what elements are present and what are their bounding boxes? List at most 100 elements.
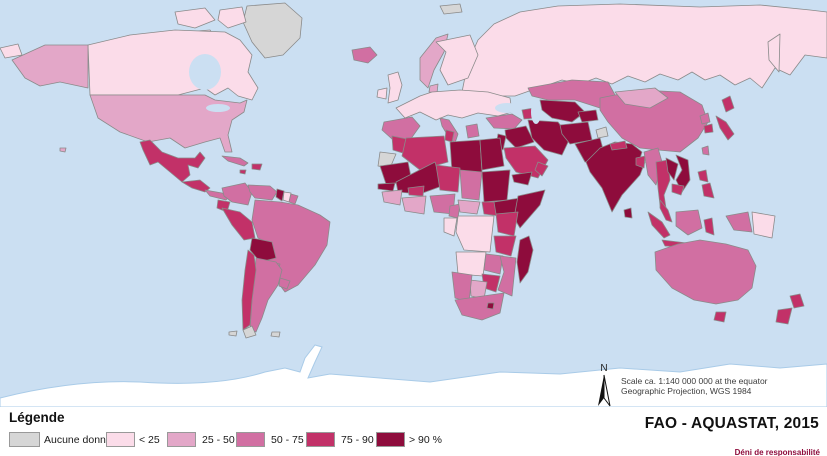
region-venezuela [248, 185, 277, 200]
region-uganda-kenya [496, 212, 518, 236]
legend-swatch-75-90 [306, 432, 335, 447]
region-uruguay [279, 278, 290, 289]
region-hispaniola [252, 164, 262, 170]
region-arctic-island [218, 7, 246, 28]
land-group [0, 3, 827, 338]
region-kamchatka [768, 34, 780, 72]
legend-title: Légende [9, 410, 65, 425]
region-alaska [12, 45, 88, 88]
region-kashmir [596, 127, 608, 138]
region-guinea [382, 190, 402, 205]
region-madagascar [517, 236, 533, 283]
region-russia [462, 4, 827, 96]
region-philippines-south [702, 183, 714, 198]
black-sea [495, 103, 519, 113]
scale-box: N Scale ca. 1:140 000 000 at the equator… [593, 364, 768, 413]
region-sulawesi [704, 218, 714, 235]
scale-note: Scale ca. 1:140 000 000 at the equator G… [621, 376, 768, 396]
region-chukotka [0, 44, 22, 58]
region-west-papua [726, 212, 752, 232]
disclaimer-link[interactable]: Déni de responsabilité [734, 448, 820, 456]
region-malaysia [660, 200, 672, 222]
region-sweden-finland [436, 35, 478, 85]
region-canada [88, 30, 258, 100]
region-hawaii [60, 148, 66, 152]
region-turkey [486, 114, 522, 129]
region-patagonia [243, 326, 256, 338]
north-label: N [600, 363, 608, 374]
north-arrow: N [593, 364, 615, 413]
region-mexico [140, 140, 205, 182]
region-svalbard [440, 4, 462, 14]
region-chad [460, 170, 482, 200]
region-angola [456, 252, 486, 276]
region-sudan [482, 170, 510, 202]
region-kyrgyzstan-tajikistan [578, 110, 598, 122]
region-new-zealand-north [790, 294, 804, 308]
region-central-america [182, 180, 210, 192]
region-falklands [271, 332, 280, 337]
legend-label-no-data: Aucune donnée [44, 434, 118, 446]
region-north-korea [700, 113, 710, 124]
region-peru [222, 208, 255, 240]
region-oman [535, 162, 548, 176]
region-turkmenistan-uzbekistan [540, 100, 585, 122]
region-india [586, 142, 645, 212]
region-south-korea [704, 124, 713, 133]
region-greece [466, 124, 479, 138]
great-lakes [206, 104, 230, 112]
region-nepal [610, 141, 627, 150]
region-central-african-republic [458, 200, 480, 214]
region-mozambique [498, 256, 516, 296]
legend-label-75-90: 75 - 90 [341, 434, 374, 446]
region-jamaica [240, 170, 246, 174]
region-tanzania [494, 236, 516, 256]
region-chile [242, 250, 256, 330]
scale-line1: Scale ca. 1:140 000 000 at the equator [621, 376, 768, 386]
region-laos [666, 158, 678, 180]
region-mongolia [615, 88, 668, 108]
region-lesotho [487, 303, 494, 309]
hudson-bay [189, 54, 221, 90]
legend-swatch-gt90 [376, 432, 405, 447]
region-sumatra [648, 212, 670, 238]
region-australia [655, 240, 756, 304]
region-south-africa [455, 293, 504, 320]
region-ireland [377, 88, 387, 99]
region-new-zealand-south [776, 308, 792, 324]
region-iran [528, 120, 570, 155]
legend-swatch-no-data [9, 432, 40, 447]
region-zambia [484, 254, 503, 274]
region-taiwan [702, 146, 709, 155]
region-sri-lanka [624, 208, 632, 218]
region-egypt [480, 138, 504, 170]
legend-label-lt25: < 25 [139, 434, 160, 446]
legend-label-25-50: 25 - 50 [202, 434, 235, 446]
region-bangladesh [636, 156, 645, 168]
region-china [600, 90, 708, 152]
region-french-guiana [289, 194, 298, 204]
legend-swatch-50-75 [236, 432, 265, 447]
region-cambodia [672, 184, 684, 195]
source-credit: FAO - AQUASTAT, 2015 [644, 415, 819, 432]
region-congo-gabon [444, 218, 457, 236]
world-choropleth-map [0, 0, 827, 407]
region-south-georgia [229, 331, 237, 336]
region-afghanistan [560, 122, 592, 144]
region-tasmania [714, 312, 726, 322]
region-arctic-island [175, 8, 215, 28]
caspian-sea [531, 100, 541, 124]
region-papua-new-guinea [752, 212, 775, 238]
region-ivory-coast-ghana [402, 196, 426, 214]
legend-swatch-lt25 [106, 432, 135, 447]
region-niger [436, 165, 460, 192]
region-japan-north [722, 96, 734, 112]
region-philippines-north [698, 170, 708, 182]
region-greenland [243, 3, 302, 58]
region-iceland [352, 47, 377, 63]
region-drc [456, 216, 494, 252]
region-colombia [222, 183, 252, 205]
legend-label-gt90: > 90 % [409, 434, 442, 446]
region-burkina-faso [408, 186, 424, 196]
